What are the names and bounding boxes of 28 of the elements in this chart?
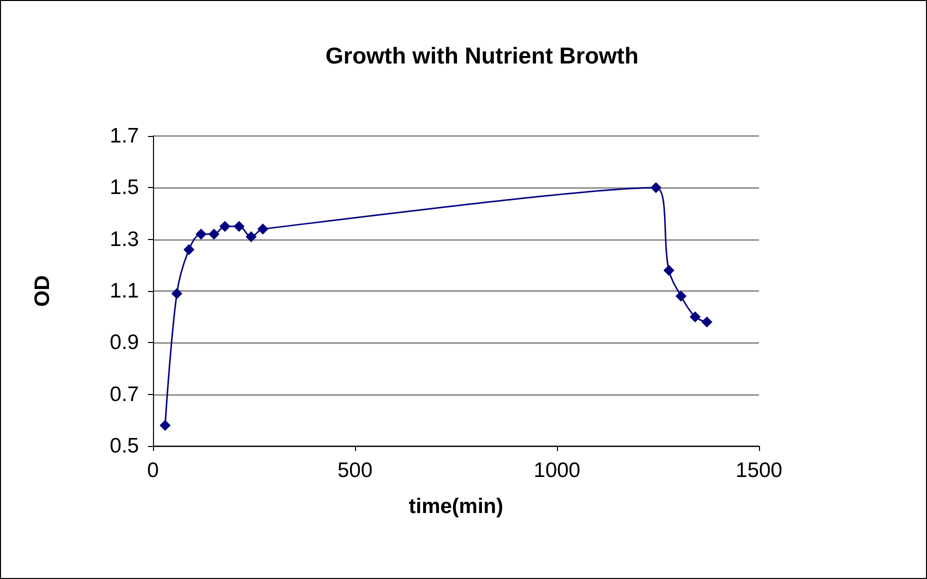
point (676, 290, 687, 302)
y-tick-label: 0.9 (110, 331, 139, 354)
point (183, 244, 194, 256)
x-tick-label: 500 (337, 459, 373, 482)
y-axis-title: OD (31, 275, 54, 307)
point (160, 420, 171, 431)
y-tick-label: 1.5 (110, 176, 139, 200)
point (196, 228, 207, 240)
y-tick-label: 1.1 (110, 280, 139, 302)
point (219, 220, 230, 232)
point (650, 182, 662, 194)
point (663, 264, 674, 276)
point (701, 316, 712, 328)
x-tick-label: 1500 (736, 459, 782, 482)
point (690, 311, 701, 322)
point (246, 231, 257, 242)
y-tick-label: 0.7 (110, 382, 139, 406)
y-tick-label: 0.5 (110, 434, 139, 458)
point (234, 220, 245, 232)
x-tick-label: 0 (147, 459, 159, 482)
x-tick-label: 1000 (534, 459, 580, 482)
point (208, 228, 220, 240)
x-axis-title: time(min) (408, 495, 504, 518)
y-tick-label: 1.7 (110, 124, 139, 148)
point (171, 288, 182, 300)
chart-title: Growth with Nutrient Browth (325, 42, 639, 68)
y-tick-label: 1.3 (110, 228, 139, 251)
point (257, 224, 268, 234)
